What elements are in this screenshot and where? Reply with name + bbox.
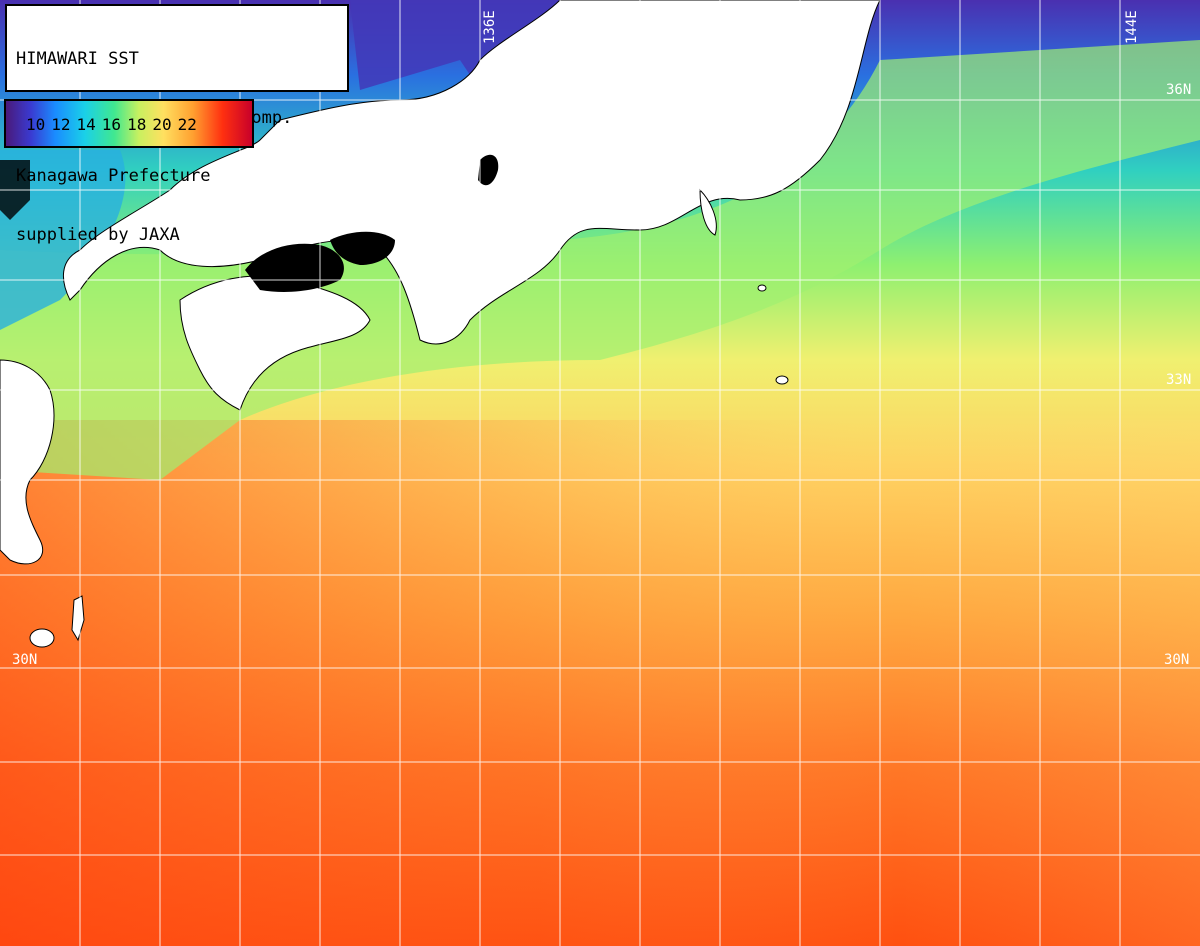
lat-label-30n-left: 30N — [12, 652, 38, 668]
yakushima-island — [29, 628, 55, 648]
title-line-product: HIMAWARI SST — [16, 49, 139, 69]
warm-current-band — [0, 420, 1200, 946]
legend-label: 16 — [101, 115, 122, 134]
legend-label: 12 — [51, 115, 71, 134]
legend-label: 18 — [127, 115, 147, 134]
title-line-region: Kanagawa Prefecture — [16, 166, 211, 186]
coastal-cool-band — [0, 40, 1200, 480]
hachijojima-island — [775, 375, 789, 385]
lon-label-144e: 144E — [1124, 10, 1140, 44]
legend-label: 10 — [26, 115, 46, 134]
izu-peninsula — [699, 188, 717, 236]
legend-label: 20 — [152, 115, 172, 134]
legend-scale-labels: 10 12 14 16 18 20 22 — [26, 115, 203, 134]
lat-label-30n-right: 30N — [1164, 652, 1190, 668]
cold-water-west — [0, 150, 126, 330]
temperature-legend: 10 12 14 16 18 20 22 — [4, 99, 254, 148]
lon-label-136e: 136E — [482, 10, 498, 44]
no-data-patch — [478, 154, 499, 186]
map-title-box: HIMAWARI SST ~2026/03/01(UTC) Week Comp.… — [5, 4, 349, 244]
legend-label: 22 — [177, 115, 197, 134]
no-data-patch — [330, 231, 395, 265]
title-line-credit: supplied by JAXA — [16, 224, 180, 245]
lat-label-33n: 33N — [1166, 372, 1192, 388]
izu-island — [757, 284, 767, 292]
tanegashima-island — [71, 595, 85, 642]
legend-label: 14 — [76, 115, 96, 134]
lat-label-36n: 36N — [1166, 82, 1192, 98]
